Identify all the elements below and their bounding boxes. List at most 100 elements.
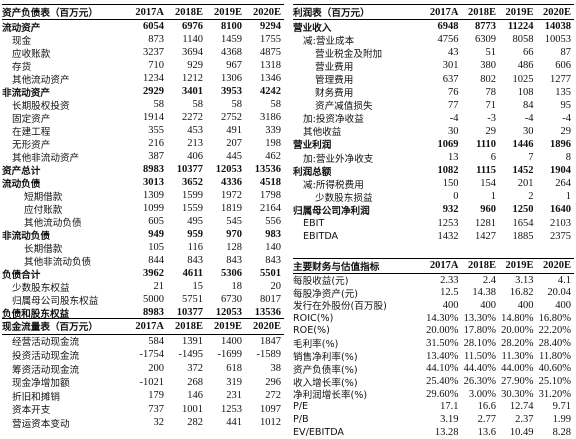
table-row: 现金净增加额 -1021 268 319 296 xyxy=(2,375,284,390)
cell-value: 1069 xyxy=(437,138,459,150)
cell-value: 3694 xyxy=(182,47,203,58)
cell-value: 843 xyxy=(187,255,203,266)
table-row: 减:所得税费用 150 154 201 264 xyxy=(293,177,574,191)
cell-value: 78 xyxy=(485,86,497,98)
cell-value: 3962 xyxy=(143,268,164,279)
cell-value: 8773 xyxy=(475,21,496,33)
cell-value: 28.20% xyxy=(501,337,534,349)
table-row: 加:营业外净收支 13 6 7 8 xyxy=(293,151,574,165)
cell-value: 1281 xyxy=(475,217,496,229)
cell-value: 8983 xyxy=(143,307,164,318)
column-header: 2019E xyxy=(505,260,534,272)
row-label: 其他收益 xyxy=(303,127,342,139)
cell-value: -1589 xyxy=(256,349,282,361)
table-row: 非流动资产 2929 3401 3953 4242 xyxy=(2,85,284,99)
cell-value: 140 xyxy=(265,242,281,253)
cell-value: 355 xyxy=(148,125,164,136)
row-label: ROE(%) xyxy=(293,325,330,337)
cell-value: 929 xyxy=(187,60,203,71)
row-label: 归属母公司净利润 xyxy=(293,205,370,217)
cell-value: 6948 xyxy=(437,21,459,33)
cell-value: 12053 xyxy=(215,164,242,175)
row-label: 归属母公司股东权益 xyxy=(12,295,99,307)
cell-value: 1318 xyxy=(260,60,281,71)
cell-value: 3237 xyxy=(143,47,164,58)
row-label: 短期借款 xyxy=(24,191,63,203)
cell-value: 12.74 xyxy=(509,401,534,413)
cell-value: 710 xyxy=(148,60,164,71)
table-row: 营运资本变动 32 282 441 1012 xyxy=(2,416,284,430)
table-row: 收入增长率(%) 25.40% 26.30% 27.90% 25.10% xyxy=(293,375,574,389)
cell-value: 8017 xyxy=(260,294,281,305)
row-label: 负债合计 xyxy=(2,269,41,281)
cell-value: 1099 xyxy=(143,203,164,214)
table-row: 应收账款 3237 3694 4368 4875 xyxy=(2,46,284,60)
cell-value: 14.30% xyxy=(426,312,459,324)
cell-value: 58 xyxy=(270,99,282,110)
cell-value: 960 xyxy=(480,204,496,216)
cell-value: 983 xyxy=(265,229,281,240)
row-label: 净利润增长率(%) xyxy=(293,390,368,402)
cell-value: 21 xyxy=(153,281,165,292)
row-label: 无形资产 xyxy=(12,139,51,151)
cell-value: 25.10% xyxy=(538,376,571,388)
table-row: 加:投资净收益 -4 -3 -4 -4 xyxy=(293,112,574,126)
table: 资产负债表（百万元） 2017A 2018E 2019E 2020E 流动资产 6054 69… xyxy=(2,4,284,320)
table-row: P/E 17.1 16.6 12.74 9.71 xyxy=(293,401,574,414)
cell-value: 10.49 xyxy=(509,426,534,438)
cell-value: 13536 xyxy=(254,164,281,175)
header-row: 资产负债表（百万元） 2017A 2018E 2019E 2020E xyxy=(2,4,284,20)
table-row: 应付账款 1099 1559 1819 2164 xyxy=(2,202,284,216)
cell-value: 2.33 xyxy=(440,274,459,286)
cell-value: 77 xyxy=(448,99,459,111)
row-label: 在建工程 xyxy=(12,126,51,138)
row-label: 其他流动负债 xyxy=(24,217,82,229)
cell-value: 1012 xyxy=(260,417,281,429)
cell-value: 11.80% xyxy=(539,350,571,362)
cell-value: 16.82 xyxy=(509,287,534,299)
cell-value: 2 xyxy=(528,191,534,203)
table-row: EBITDA 1432 1427 1885 2375 xyxy=(293,230,574,243)
table: 主要财务与估值指标 2017A 2018E 2019E 2020E 每股收益(元) 2.33… xyxy=(293,258,574,439)
cell-value: 7 xyxy=(528,152,534,164)
cell-value: 844 xyxy=(148,255,164,266)
row-label: 应付账款 xyxy=(24,204,63,216)
cell-value: 16.80% xyxy=(538,312,571,324)
table-row: 其他流动资产 1234 1212 1306 1346 xyxy=(2,72,284,86)
cell-value: 1253 xyxy=(437,217,459,229)
cell-value: -1699 xyxy=(217,349,243,361)
cell-value: 959 xyxy=(187,229,203,240)
cell-value: 3652 xyxy=(182,177,203,188)
cell-value: 1346 xyxy=(260,73,281,84)
row-label: 毛利率(%) xyxy=(293,339,339,351)
cell-value: 3.00% xyxy=(468,388,496,400)
cell-value: 87 xyxy=(560,47,572,59)
cell-value: 445 xyxy=(226,151,242,162)
cell-value: 20.00% xyxy=(426,325,459,337)
cell-value: 231 xyxy=(226,390,242,402)
cell-value: 6309 xyxy=(475,34,496,46)
table-row: 营业费用 301 380 486 606 xyxy=(293,59,574,73)
cell-value: 8.28 xyxy=(552,426,571,438)
row-label: 每股收益(元) xyxy=(293,276,349,288)
row-label: 每股净资产(元) xyxy=(293,288,359,300)
cell-value: 5000 xyxy=(143,294,164,305)
cell-value: 9.71 xyxy=(552,401,571,413)
table-row: 流动资产 6054 6976 8100 9294 xyxy=(2,20,284,34)
row-label: 现金净增加额 xyxy=(12,378,70,390)
cell-value: 26.30% xyxy=(463,376,496,388)
row-label: 筹资活动现金流 xyxy=(12,364,80,376)
cell-value: 1654 xyxy=(512,217,534,229)
cell-value: 1.99 xyxy=(552,414,571,426)
cell-value: 400 xyxy=(555,299,571,311)
cell-value: 1896 xyxy=(550,138,571,150)
table-row: 净利润增长率(%) 29.60% 3.00% 30.30% 31.20% xyxy=(293,388,574,402)
cell-value: 2164 xyxy=(260,203,281,214)
column-header: 2019E xyxy=(505,6,534,18)
row-label: 管理费用 xyxy=(315,75,354,87)
cell-value: 3186 xyxy=(260,112,281,123)
cell-value: 4336 xyxy=(221,177,242,188)
cell-value: 4756 xyxy=(437,34,459,46)
cell-value: 44.40% xyxy=(463,363,496,375)
table-row: ROIC(%) 14.30% 13.30% 14.80% 16.80% xyxy=(293,312,574,325)
